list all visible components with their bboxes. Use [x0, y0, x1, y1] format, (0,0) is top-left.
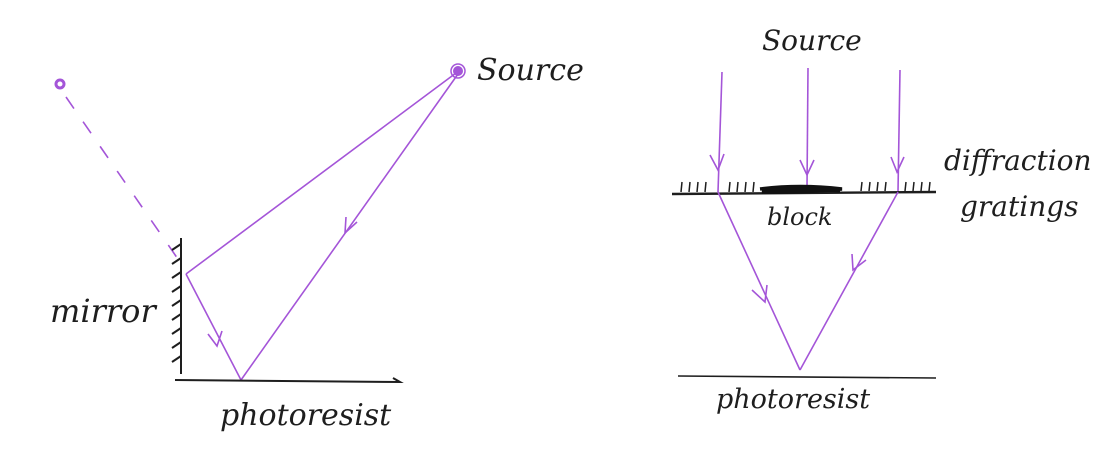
right-photoresist-label: photoresist [716, 384, 870, 415]
grating-ticks [680, 181, 931, 193]
incoming-rays [709, 67, 905, 193]
arrow-reflected-ray [207, 330, 223, 348]
mirror-setup-diagram: Source mirror photoresist [50, 53, 584, 433]
virtual-source-point [54, 78, 66, 90]
diffracted-rays [717, 191, 899, 371]
block-label: block [767, 203, 832, 231]
grating-label-line2: gratings [960, 190, 1079, 223]
arrow-direct-ray [344, 216, 358, 235]
mirror-label: mirror [50, 292, 157, 330]
mirror [171, 238, 182, 374]
right-source-label: Source [762, 24, 862, 57]
right-photoresist-line [677, 375, 937, 379]
grating-block [759, 184, 843, 194]
grating-label-line1: diffraction [944, 144, 1092, 177]
ray-source-to-mirror [185, 72, 457, 275]
left-photoresist-label: photoresist [220, 398, 392, 433]
left-source-label: Source [477, 53, 584, 88]
virtual-ray-dashed-line [65, 96, 181, 263]
left-photoresist-line [174, 377, 404, 384]
ray-mirror-to-photoresist [185, 273, 242, 381]
grating-setup-diagram: Source [671, 24, 1092, 415]
ray-source-to-photoresist [240, 73, 459, 381]
